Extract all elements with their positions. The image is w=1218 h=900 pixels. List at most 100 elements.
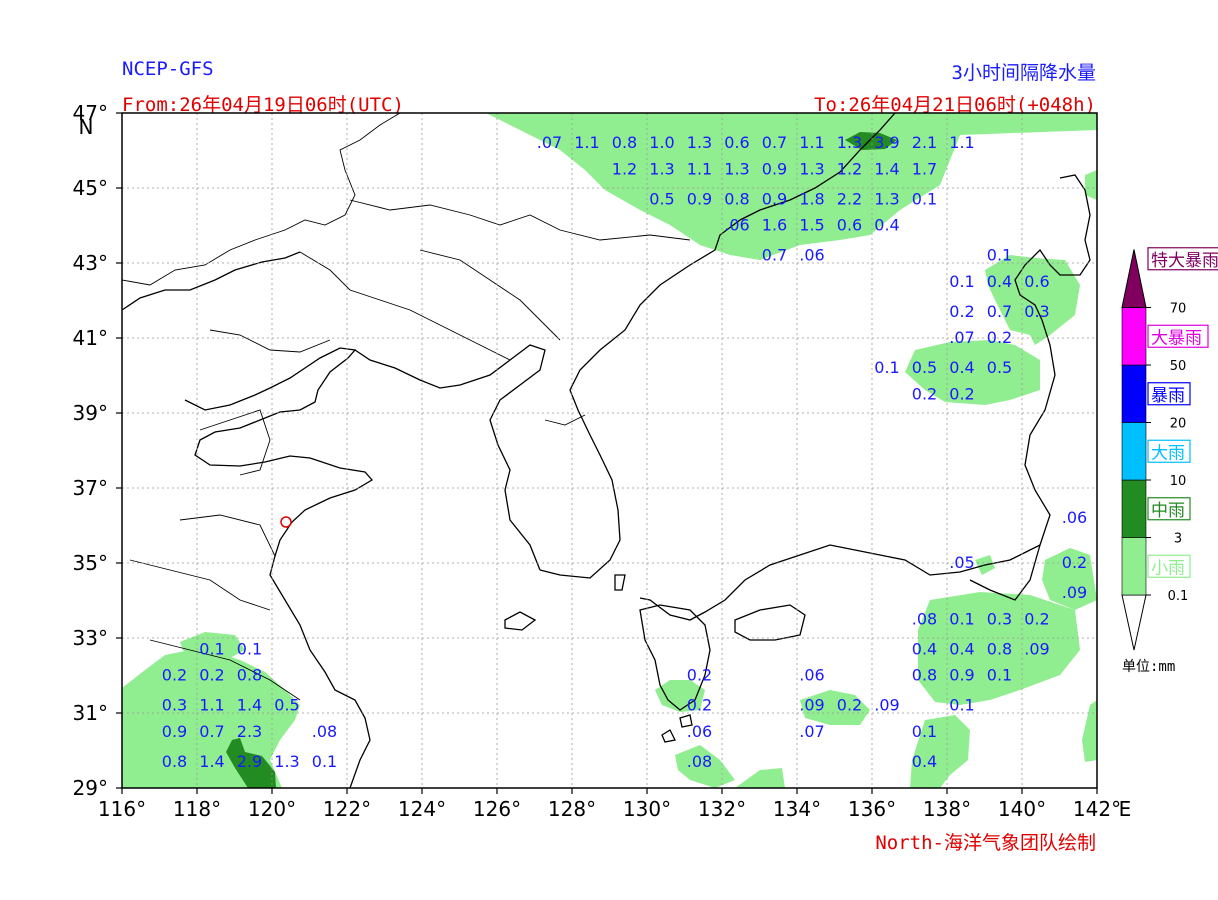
precip-value-label: .06: [1062, 508, 1087, 527]
precip-value-label: 0.5: [987, 358, 1012, 377]
precip-value-label: 0.1: [237, 639, 262, 658]
precip-value-label: 1.8: [799, 189, 824, 208]
chart-title: 3小时间隔降水量: [951, 62, 1096, 84]
moderate-rain-areas: [226, 132, 897, 788]
precip-value-label: 0.3: [162, 696, 187, 715]
precip-value-label: 0.2: [687, 696, 712, 715]
precip-value-label: 1.7: [912, 159, 937, 178]
legend-label: 中雨: [1151, 501, 1185, 521]
legend-threshold: 10: [1170, 474, 1187, 489]
credit-text: North-海洋气象团队绘制: [875, 832, 1096, 854]
map-frame: [121, 112, 1098, 789]
precip-value-label: .06: [799, 666, 824, 685]
legend-label-box: [1147, 324, 1209, 348]
precip-value-label: 0.9: [949, 666, 974, 685]
precip-value-label: 2.2: [837, 189, 862, 208]
legend-threshold: 70: [1170, 302, 1187, 317]
precip-value-label: 0.4: [949, 639, 974, 658]
lat-tick-label: 29°: [73, 776, 108, 800]
precip-value-label: 0.1: [987, 666, 1012, 685]
precip-value-label: 0.2: [949, 384, 974, 403]
precip-value-label: 0.5: [912, 358, 937, 377]
precip-value-label: 0.1: [949, 696, 974, 715]
lat-tick-label: 37°: [73, 476, 108, 500]
precip-value-label: 0.8: [912, 666, 937, 685]
precip-value-label: 1.3: [724, 159, 749, 178]
light-rain-areas: [122, 113, 1097, 788]
precip-value-label: 0.6: [724, 133, 749, 152]
legend-swatch: [1121, 364, 1147, 423]
legend-threshold: 0.1: [1168, 589, 1189, 604]
precip-value-label: 1.2: [837, 159, 862, 178]
precip-value-label: 0.2: [687, 666, 712, 685]
precip-value-label: 1.0: [649, 133, 674, 152]
precip-value-label: 0.2: [837, 696, 862, 715]
lon-unit-label: E: [1119, 797, 1132, 821]
lat-tick-label: 35°: [73, 551, 108, 575]
lat-unit-label: N: [79, 115, 94, 139]
lon-tick-label: 128°: [548, 797, 596, 821]
precip-value-label: 3.9: [874, 133, 899, 152]
precip-value-label: 0.3: [1024, 302, 1049, 321]
precip-value-label: 0.2: [1062, 553, 1087, 572]
lon-tick-label: 138°: [923, 797, 971, 821]
legend-label: 暴雨: [1151, 386, 1185, 406]
lon-tick-label: 132°: [698, 797, 746, 821]
legend-label-box: [1147, 554, 1191, 578]
precip-value-label: 0.4: [912, 639, 937, 658]
precip-value-label: .06: [724, 216, 749, 235]
precip-value-label: 0.5: [274, 696, 299, 715]
precip-value-label: 0.1: [949, 272, 974, 291]
precip-value-label: 0.1: [312, 752, 337, 771]
legend-unit: 单位:mm: [1122, 659, 1176, 675]
lat-tick-label: 31°: [73, 701, 108, 725]
precip-value-label: 0.7: [987, 302, 1012, 321]
precip-value-label: 0.1: [199, 639, 224, 658]
precip-value-label: .09: [799, 696, 824, 715]
lon-tick-label: 136°: [848, 797, 896, 821]
precip-value-label: .09: [1024, 639, 1049, 658]
lon-tick-label: 126°: [473, 797, 521, 821]
precip-value-label: 0.9: [762, 189, 787, 208]
precip-value-label: 0.8: [724, 189, 749, 208]
precip-value-label: 0.9: [162, 722, 187, 741]
precip-value-label: .08: [912, 609, 937, 628]
precip-value-label: 0.2: [162, 666, 187, 685]
precip-value-label: .08: [312, 722, 337, 741]
precip-value-label: .09: [1062, 583, 1087, 602]
precip-value-label: 0.9: [687, 189, 712, 208]
lon-tick-label: 120°: [248, 797, 296, 821]
precip-value-label: .05: [949, 553, 974, 572]
legend-label-box: [1147, 247, 1218, 271]
precip-value-label: 2.9: [237, 752, 262, 771]
lat-tick-label: 45°: [73, 176, 108, 200]
precip-value-label: 0.1: [987, 246, 1012, 265]
legend-label: 大暴雨: [1151, 328, 1202, 348]
precip-value-label: 0.7: [762, 133, 787, 152]
precip-value-label: 0.9: [762, 159, 787, 178]
precip-value-label: .07: [799, 722, 824, 741]
legend-extend-low: [1121, 594, 1147, 651]
precip-values: .07 1.1 0.8 1.0 1.3 0.6 0.7 1.1 1.3 3.9 2.1 1.1 1.2 1…: [162, 133, 1087, 771]
precip-value-label: 2.1: [912, 133, 937, 152]
precip-value-label: 0.7: [199, 722, 224, 741]
axis-ticks: 116° 118° 120° 122° 124° 126° 128° 130° 132° 134°…: [73, 101, 1132, 821]
lon-tick-label: 118°: [173, 797, 221, 821]
precip-value-label: 1.5: [799, 216, 824, 235]
precip-value-label: 1.2: [612, 159, 637, 178]
lon-tick-label: 140°: [998, 797, 1046, 821]
precip-value-label: 0.8: [987, 639, 1012, 658]
precip-value-label: .06: [799, 246, 824, 265]
precip-value-label: 0.4: [949, 358, 974, 377]
legend-swatch: [1121, 537, 1147, 596]
precip-value-label: .07: [949, 328, 974, 347]
precip-value-label: 0.2: [949, 302, 974, 321]
precip-value-label: 0.2: [199, 666, 224, 685]
precip-value-label: .09: [874, 696, 899, 715]
precip-value-label: 1.6: [762, 216, 787, 235]
precip-value-label: 0.2: [912, 384, 937, 403]
city-marker-icon: [280, 516, 292, 528]
lat-tick-label: 33°: [73, 626, 108, 650]
lon-tick-label: 134°: [773, 797, 821, 821]
